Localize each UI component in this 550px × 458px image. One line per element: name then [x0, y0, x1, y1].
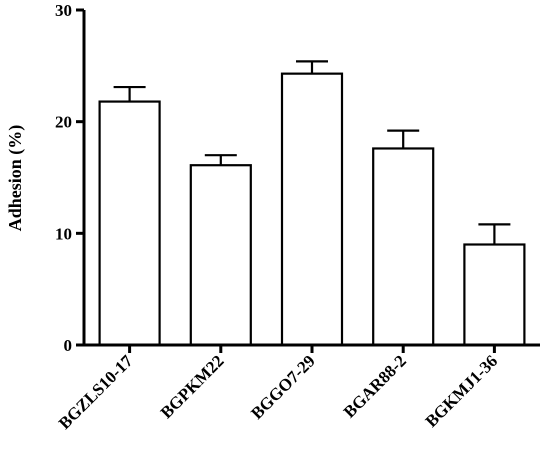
x-category-label: BGPKM22	[157, 351, 228, 422]
x-category-label: BGGO7-29	[247, 351, 319, 423]
y-axis-title: Adhesion (%)	[5, 125, 26, 232]
x-category-label: BGAR88-2	[340, 351, 410, 421]
bars-group	[98, 72, 526, 347]
bar	[372, 147, 435, 347]
y-tick-label: 0	[64, 336, 73, 355]
bar	[189, 164, 252, 347]
y-tick-label: 30	[55, 1, 72, 20]
y-tick-label: 10	[55, 224, 72, 243]
x-ticks-group: BGZLS10-17 BGPKM22 BGGO7-29 BGAR88-2 BGKMJ1-…	[55, 345, 501, 433]
bar	[98, 100, 161, 347]
y-ticks-group: 0 10 20 30	[55, 1, 84, 355]
bar	[463, 243, 526, 347]
error-bars-group	[113, 60, 511, 245]
bar	[280, 72, 344, 347]
x-category-label: BGZLS10-17	[55, 351, 137, 433]
y-tick-label: 20	[55, 113, 72, 132]
x-category-label: BGKMJ1-36	[422, 351, 502, 431]
